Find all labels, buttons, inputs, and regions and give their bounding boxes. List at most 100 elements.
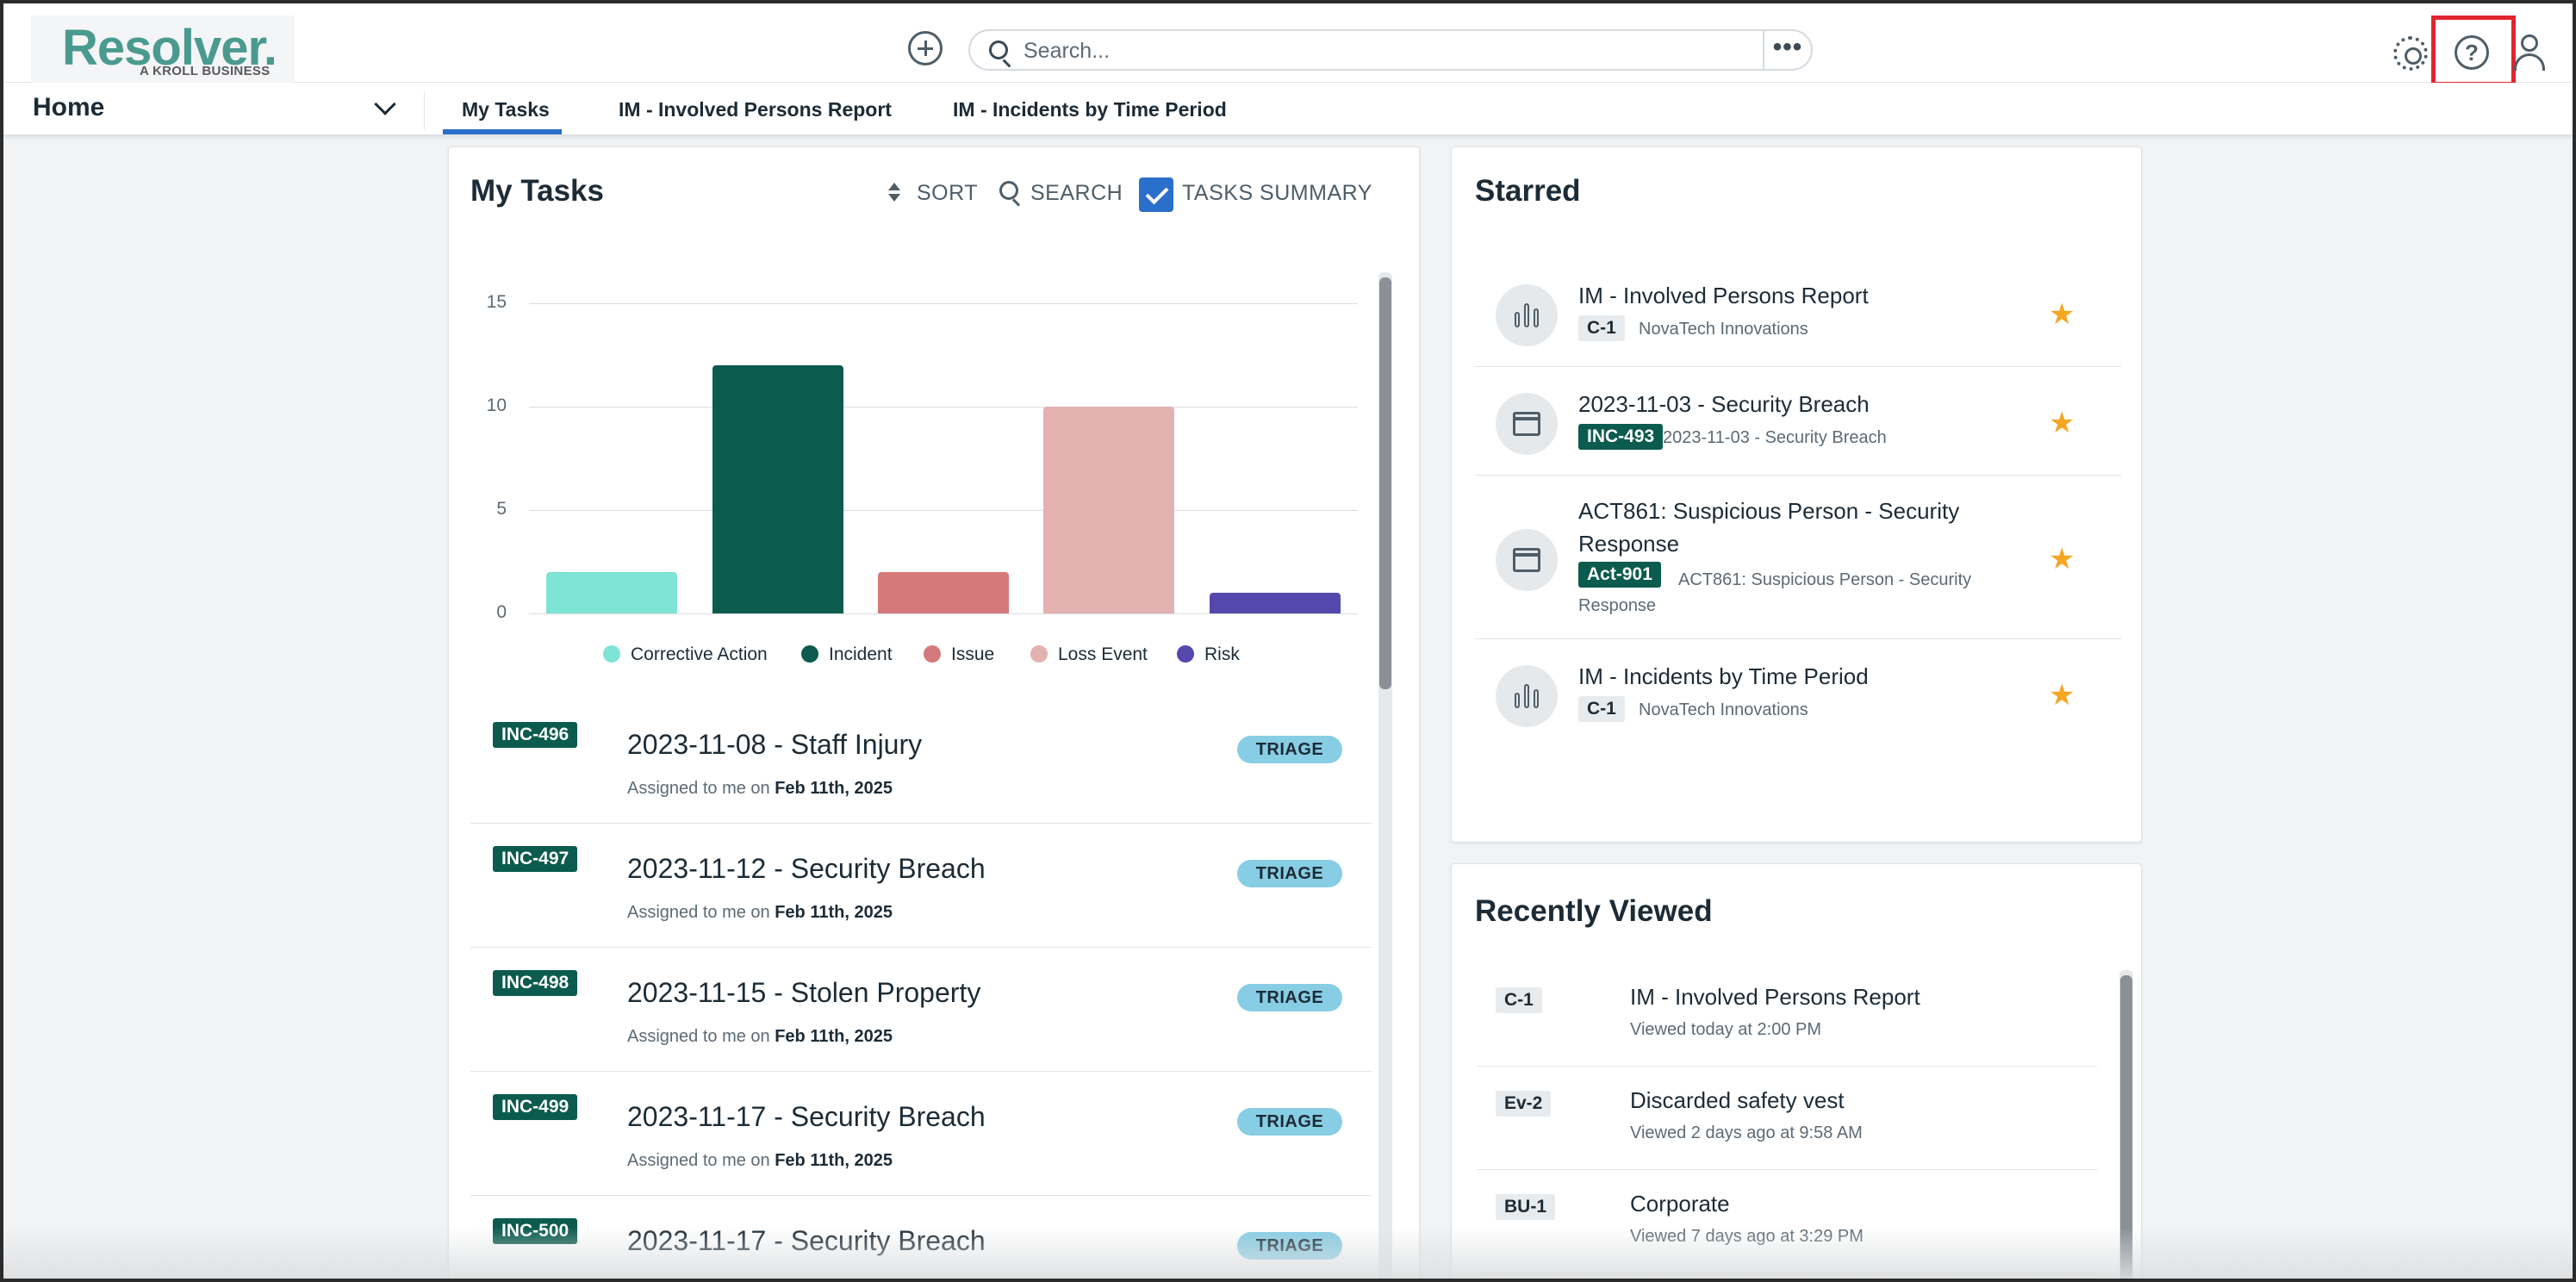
recent-item-title[interactable]: Discarded safety vest — [1630, 1087, 1845, 1113]
star-icon[interactable]: ★ — [2049, 543, 2075, 576]
task-row[interactable]: INC-497 2023-11-12 - Security Breach Assig… — [470, 824, 1372, 948]
recent-item-title[interactable]: Corporate — [1630, 1191, 1730, 1217]
starred-item-title[interactable]: IM - Incidents by Time Period — [1578, 663, 1869, 689]
bar-issue[interactable] — [878, 572, 1009, 613]
starred-item[interactable]: 2023-11-03 - Security Breach INC-493 2023-… — [1475, 367, 2121, 476]
star-icon[interactable]: ★ — [2049, 407, 2075, 439]
my-tasks-card — [448, 146, 1420, 1279]
task-assigned-meta: Assigned to me on Feb 11th, 2025 — [627, 1151, 893, 1171]
starred-item-title[interactable]: ACT861: Suspicious Person - Security Res… — [1578, 498, 1960, 557]
task-row[interactable]: INC-496 2023-11-08 - Staff Injury Assigned… — [470, 700, 1372, 824]
recent-item[interactable]: Ev-2 Discarded safety vest Viewed 2 days a… — [1477, 1067, 2097, 1170]
star-icon[interactable]: ★ — [2049, 298, 2075, 331]
user-icon[interactable] — [2512, 34, 2547, 72]
bar-chart-glyph — [1496, 665, 1558, 727]
chevron-down-icon[interactable] — [374, 93, 396, 115]
tasks-summary-label[interactable]: TASKS SUMMARY — [1182, 181, 1372, 205]
global-search[interactable]: ••• — [968, 29, 1813, 71]
tasks-summary-checkbox[interactable] — [1139, 177, 1173, 212]
home-selector-label[interactable]: Home — [33, 93, 105, 121]
gear-icon[interactable] — [2393, 36, 2428, 71]
help-icon[interactable]: ? — [2455, 35, 2489, 70]
task-row[interactable]: INC-498 2023-11-15 - Stolen Property Assig… — [470, 948, 1372, 1072]
add-icon[interactable] — [908, 31, 943, 65]
starred-item-subtitle: NovaTech Innovations — [1639, 700, 1808, 719]
starred-item-title[interactable]: IM - Involved Persons Report — [1578, 283, 1869, 308]
legend-label: Loss Event — [1058, 644, 1148, 664]
bar-chart-glyph-bar — [1515, 693, 1520, 708]
legend-label: Risk — [1204, 644, 1240, 664]
assigned-prefix: Assigned to me on — [627, 1027, 770, 1046]
recent-item-badge: Ev-2 — [1496, 1091, 1552, 1117]
status-badge: TRIAGE — [1237, 736, 1342, 763]
task-title[interactable]: 2023-11-12 - Security Breach — [627, 853, 986, 884]
task-id-badge: INC-497 — [493, 846, 578, 872]
window-icon — [1496, 393, 1558, 455]
resolver-logo[interactable]: Resolver. A KROLL BUSINESS — [31, 16, 295, 83]
star-icon[interactable]: ★ — [2049, 679, 2075, 712]
recent-item[interactable]: C-1 IM - Involved Persons Report Viewed to… — [1477, 963, 2097, 1067]
window-glyph — [1513, 548, 1540, 572]
tab-involved-persons-report[interactable]: IM - Involved Persons Report — [619, 98, 892, 121]
task-assigned-meta: Assigned to me on Feb 11th, 2025 — [627, 1027, 893, 1047]
tasks-scrollbar-thumb[interactable] — [1379, 277, 1391, 689]
search-icon[interactable] — [999, 181, 1018, 200]
recent-item-subtitle: Viewed 2 days ago at 9:58 AM — [1630, 1123, 1863, 1142]
starred-item-title[interactable]: 2023-11-03 - Security Breach — [1578, 391, 1870, 417]
legend-item[interactable]: Corrective Action — [603, 644, 768, 665]
assigned-date: Feb 11th, 2025 — [775, 1151, 893, 1170]
legend-item[interactable]: Loss Event — [1030, 644, 1148, 665]
task-title[interactable]: 2023-11-17 - Security Breach — [627, 1101, 986, 1132]
search-button[interactable]: SEARCH — [1030, 181, 1123, 205]
status-badge: TRIAGE — [1237, 1108, 1342, 1136]
status-badge: TRIAGE — [1237, 860, 1342, 887]
assigned-date: Feb 11th, 2025 — [775, 779, 893, 798]
gridline — [529, 613, 1358, 614]
legend-item[interactable]: Incident — [801, 644, 893, 665]
assigned-prefix: Assigned to me on — [627, 779, 770, 798]
recently-viewed-card — [1451, 863, 2142, 1279]
legend-swatch — [924, 645, 941, 663]
bar-loss-event[interactable] — [1043, 407, 1175, 613]
bar-chart-glyph-bar — [1534, 689, 1539, 708]
bar-incident[interactable] — [712, 365, 843, 613]
task-row[interactable]: INC-499 2023-11-17 - Security Breach Assig… — [470, 1072, 1372, 1196]
assigned-prefix: Assigned to me on — [627, 903, 770, 922]
search-input[interactable] — [1024, 36, 1713, 65]
recent-scrollbar-thumb[interactable] — [2120, 975, 2132, 1279]
recently-viewed-title: Recently Viewed — [1475, 894, 1713, 928]
legend-label: Corrective Action — [631, 644, 768, 664]
starred-item-badge: C-1 — [1578, 315, 1625, 341]
nav-bar: Home My Tasks IM - Involved Persons Repo… — [3, 83, 2573, 136]
sort-button[interactable]: SORT — [917, 181, 978, 205]
recent-item-subtitle: Viewed today at 2:00 PM — [1630, 1020, 1821, 1039]
task-id-badge: INC-499 — [493, 1094, 578, 1120]
starred-item[interactable]: IM - Involved Persons Report C-1 NovaTech … — [1475, 258, 2121, 367]
starred-item-subtitle: NovaTech Innovations — [1639, 320, 1808, 339]
sort-icon[interactable] — [887, 181, 901, 205]
task-id-badge: INC-498 — [493, 970, 578, 996]
tab-my-tasks[interactable]: My Tasks — [462, 98, 550, 121]
starred-item-badge: Act-901 — [1578, 562, 1661, 588]
legend-item[interactable]: Risk — [1177, 644, 1240, 665]
task-assigned-meta: Assigned to me on Feb 11th, 2025 — [627, 779, 893, 799]
assigned-prefix: Assigned to me on — [627, 1151, 770, 1170]
recent-item-title[interactable]: IM - Involved Persons Report — [1630, 984, 1920, 1010]
starred-item[interactable]: IM - Incidents by Time Period C-1 NovaTech… — [1475, 639, 2121, 748]
task-title[interactable]: 2023-11-08 - Staff Injury — [627, 729, 923, 760]
bar-corrective-action[interactable] — [546, 572, 678, 613]
window-icon — [1496, 529, 1558, 591]
bar-chart-icon — [1496, 665, 1558, 727]
task-title[interactable]: 2023-11-15 - Stolen Property — [627, 977, 981, 1008]
bar-risk[interactable] — [1209, 593, 1341, 613]
tab-incidents-by-time-period[interactable]: IM - Incidents by Time Period — [953, 98, 1227, 121]
task-assigned-meta: Assigned to me on Feb 11th, 2025 — [627, 903, 893, 923]
starred-item-subtitle: ACT861: Suspicious Person - Security Res… — [1578, 570, 1972, 615]
search-options-button[interactable]: ••• — [1763, 31, 1811, 69]
assigned-date: Feb 11th, 2025 — [775, 903, 893, 922]
gridline — [529, 407, 1358, 408]
active-tab-indicator — [443, 129, 562, 134]
starred-item[interactable]: ACT861: Suspicious Person - Security Res… — [1475, 476, 2121, 639]
recent-item-badge: C-1 — [1496, 987, 1542, 1013]
legend-item[interactable]: Issue — [924, 644, 994, 665]
